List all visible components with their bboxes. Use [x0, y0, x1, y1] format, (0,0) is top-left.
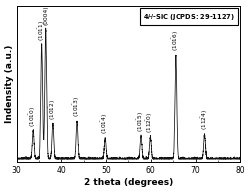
Text: (0004): (0004): [43, 6, 48, 26]
FancyBboxPatch shape: [140, 7, 238, 26]
Text: (11$\bar{2}$4): (11$\bar{2}$4): [200, 109, 209, 130]
Text: 4$\mathit{H}$-SiC (JCPDS: 29-1127): 4$\mathit{H}$-SiC (JCPDS: 29-1127): [143, 12, 235, 22]
X-axis label: 2 theta (degrees): 2 theta (degrees): [84, 178, 173, 187]
Text: (10$\bar{1}$1): (10$\bar{1}$1): [37, 20, 47, 41]
Text: (10$\bar{1}$5): (10$\bar{1}$5): [136, 111, 146, 132]
Text: (10$\bar{1}$4): (10$\bar{1}$4): [100, 113, 110, 134]
Text: (11$\bar{2}$0): (11$\bar{2}$0): [145, 112, 156, 133]
Text: (10$\bar{1}$0): (10$\bar{1}$0): [28, 105, 38, 127]
Text: (10$\bar{1}$3): (10$\bar{1}$3): [72, 96, 82, 118]
Text: (10$\bar{1}$6): (10$\bar{1}$6): [171, 30, 181, 51]
Y-axis label: Indensity (a.u.): Indensity (a.u.): [5, 45, 14, 123]
Text: (10$\bar{1}$2): (10$\bar{1}$2): [48, 99, 58, 120]
